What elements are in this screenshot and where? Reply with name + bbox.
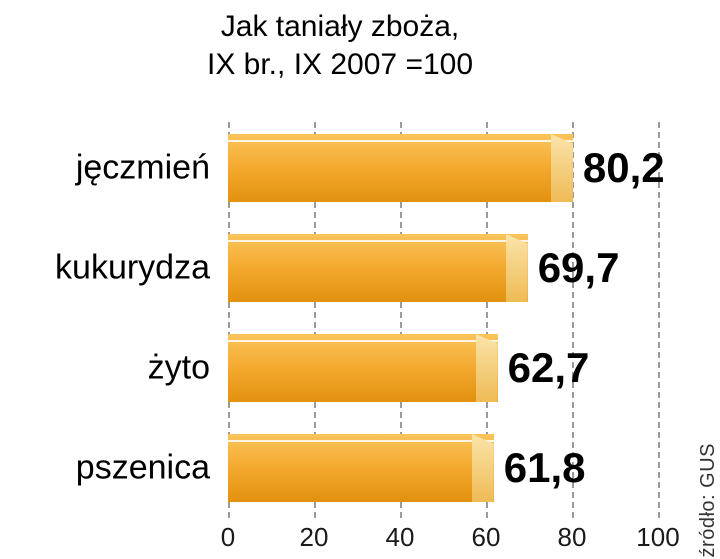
bar-end-cap bbox=[475, 334, 498, 402]
value-label: 61,8 bbox=[503, 444, 586, 491]
bar-track: 80,2 bbox=[228, 118, 665, 218]
source-label: źródło: GUS bbox=[697, 442, 719, 557]
bar-track: 62,7 bbox=[228, 318, 658, 418]
bar-track: 61,8 bbox=[228, 418, 658, 518]
category-label: pszenica bbox=[75, 448, 210, 487]
bar-row: pszenica 61,8 bbox=[0, 418, 660, 518]
chart-title-line2: IX br., IX 2007 =100 bbox=[206, 48, 474, 81]
chart-title-line1: Jak taniały zboża, bbox=[220, 10, 460, 43]
bar: 80,2 bbox=[228, 134, 665, 202]
rows: jęczmień 80,2 kukurydza 69,7 żyto 62,7 pszenic… bbox=[0, 118, 665, 518]
gridline bbox=[314, 122, 316, 518]
x-tick-label: 40 bbox=[385, 522, 415, 552]
gridline bbox=[572, 122, 574, 518]
chart-title: Jak taniały zboża, IX br., IX 2007 =100 bbox=[0, 8, 680, 84]
bar: 62,7 bbox=[228, 334, 589, 402]
category-label: kukurydza bbox=[55, 248, 210, 287]
x-axis: 0 20 40 60 80 100 bbox=[221, 522, 680, 556]
x-tick-label: 60 bbox=[471, 522, 501, 552]
bar-row: jęczmień 80,2 bbox=[0, 118, 665, 218]
bar-track: 69,7 bbox=[228, 218, 658, 318]
x-tick-label: 0 bbox=[220, 522, 236, 552]
x-tick-label: 80 bbox=[557, 522, 587, 552]
x-tick-label: 100 bbox=[636, 522, 680, 552]
plot-area: jęczmień 80,2 kukurydza 69,7 żyto 62,7 pszenic… bbox=[0, 118, 665, 518]
value-label: 62,7 bbox=[507, 344, 590, 391]
gridline bbox=[228, 122, 230, 518]
value-label: 69,7 bbox=[537, 244, 620, 291]
value-label: 80,2 bbox=[582, 144, 665, 191]
bar-end-cap bbox=[471, 434, 494, 502]
x-tick-label: 20 bbox=[299, 522, 329, 552]
bar-end-cap bbox=[505, 234, 528, 302]
gridline bbox=[400, 122, 402, 518]
category-label: żyto bbox=[147, 348, 210, 387]
bar-end-cap bbox=[550, 134, 573, 202]
bar: 61,8 bbox=[228, 434, 585, 502]
bar-row: żyto 62,7 bbox=[0, 318, 660, 418]
grid-layer bbox=[228, 122, 660, 518]
gridline bbox=[486, 122, 488, 518]
gridline bbox=[658, 122, 660, 518]
category-label: jęczmień bbox=[75, 148, 210, 187]
bar-row: kukurydza 69,7 bbox=[0, 218, 660, 318]
bar: 69,7 bbox=[228, 234, 619, 302]
